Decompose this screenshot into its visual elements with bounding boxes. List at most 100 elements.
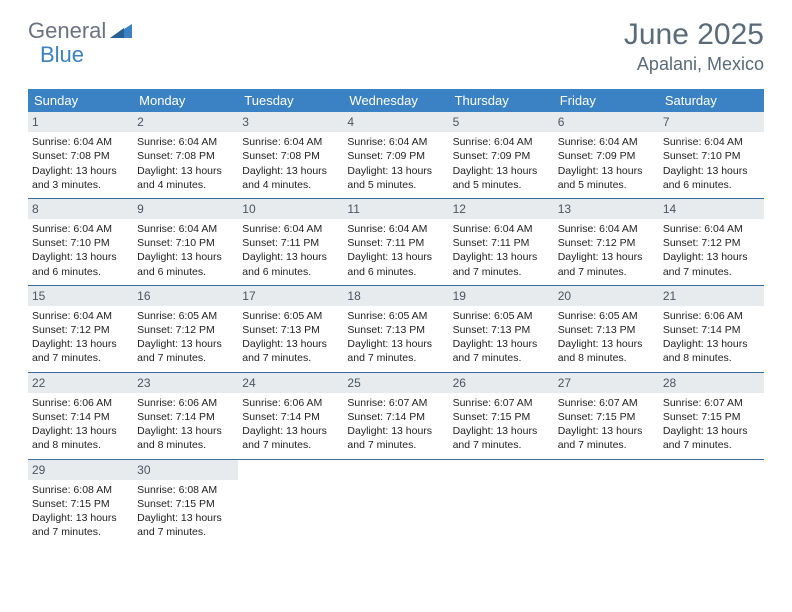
daylight-line-2: and 7 minutes.: [32, 351, 129, 365]
day-number: 7: [659, 112, 764, 132]
sunset-line: Sunset: 7:14 PM: [347, 410, 444, 424]
day-number: 3: [238, 112, 343, 132]
day-cell: 16Sunrise: 6:05 AMSunset: 7:12 PMDayligh…: [133, 286, 238, 372]
daylight-line-1: Daylight: 13 hours: [242, 337, 339, 351]
daylight-line-1: Daylight: 13 hours: [453, 164, 550, 178]
daylight-line-2: and 7 minutes.: [558, 438, 655, 452]
day-cell: 11Sunrise: 6:04 AMSunset: 7:11 PMDayligh…: [343, 199, 448, 285]
logo-text-blue: Blue: [40, 42, 84, 67]
day-number: 13: [554, 199, 659, 219]
daylight-line-1: Daylight: 13 hours: [32, 424, 129, 438]
sunrise-line: Sunrise: 6:04 AM: [137, 222, 234, 236]
day-cell: 9Sunrise: 6:04 AMSunset: 7:10 PMDaylight…: [133, 199, 238, 285]
daylight-line-1: Daylight: 13 hours: [453, 250, 550, 264]
sunset-line: Sunset: 7:15 PM: [137, 497, 234, 511]
day-cell: 18Sunrise: 6:05 AMSunset: 7:13 PMDayligh…: [343, 286, 448, 372]
sunset-line: Sunset: 7:10 PM: [137, 236, 234, 250]
day-cell: 12Sunrise: 6:04 AMSunset: 7:11 PMDayligh…: [449, 199, 554, 285]
daylight-line-1: Daylight: 13 hours: [558, 424, 655, 438]
day-number: 16: [133, 286, 238, 306]
weeks-container: 1Sunrise: 6:04 AMSunset: 7:08 PMDaylight…: [28, 112, 764, 545]
daylight-line-2: and 8 minutes.: [32, 438, 129, 452]
sunset-line: Sunset: 7:13 PM: [242, 323, 339, 337]
day-number: 27: [554, 373, 659, 393]
daylight-line-2: and 5 minutes.: [453, 178, 550, 192]
sunset-line: Sunset: 7:14 PM: [242, 410, 339, 424]
sunrise-line: Sunrise: 6:05 AM: [137, 309, 234, 323]
daylight-line-2: and 7 minutes.: [32, 525, 129, 539]
sunrise-line: Sunrise: 6:06 AM: [137, 396, 234, 410]
weekday-sun: Sunday: [28, 89, 133, 112]
daylight-line-2: and 6 minutes.: [663, 178, 760, 192]
logo-blue-row: Blue: [40, 42, 84, 68]
sunrise-line: Sunrise: 6:04 AM: [558, 135, 655, 149]
sunset-line: Sunset: 7:13 PM: [453, 323, 550, 337]
week-row: 15Sunrise: 6:04 AMSunset: 7:12 PMDayligh…: [28, 286, 764, 373]
daylight-line-1: Daylight: 13 hours: [347, 250, 444, 264]
day-cell: 22Sunrise: 6:06 AMSunset: 7:14 PMDayligh…: [28, 373, 133, 459]
sunrise-line: Sunrise: 6:04 AM: [663, 135, 760, 149]
daylight-line-1: Daylight: 13 hours: [242, 424, 339, 438]
weekday-wed: Wednesday: [343, 89, 448, 112]
day-number: 15: [28, 286, 133, 306]
day-cell: 20Sunrise: 6:05 AMSunset: 7:13 PMDayligh…: [554, 286, 659, 372]
daylight-line-1: Daylight: 13 hours: [32, 511, 129, 525]
weekday-fri: Friday: [554, 89, 659, 112]
sunrise-line: Sunrise: 6:04 AM: [137, 135, 234, 149]
daylight-line-1: Daylight: 13 hours: [663, 337, 760, 351]
day-number: 14: [659, 199, 764, 219]
day-cell: 24Sunrise: 6:06 AMSunset: 7:14 PMDayligh…: [238, 373, 343, 459]
daylight-line-2: and 7 minutes.: [663, 265, 760, 279]
day-number: 28: [659, 373, 764, 393]
sunrise-line: Sunrise: 6:05 AM: [347, 309, 444, 323]
sunset-line: Sunset: 7:08 PM: [137, 149, 234, 163]
sunset-line: Sunset: 7:15 PM: [32, 497, 129, 511]
daylight-line-1: Daylight: 13 hours: [137, 511, 234, 525]
sunset-line: Sunset: 7:09 PM: [558, 149, 655, 163]
weekday-sat: Saturday: [659, 89, 764, 112]
day-cell: 14Sunrise: 6:04 AMSunset: 7:12 PMDayligh…: [659, 199, 764, 285]
day-number: 9: [133, 199, 238, 219]
sunset-line: Sunset: 7:15 PM: [558, 410, 655, 424]
sunset-line: Sunset: 7:13 PM: [347, 323, 444, 337]
week-row: 22Sunrise: 6:06 AMSunset: 7:14 PMDayligh…: [28, 373, 764, 460]
sunrise-line: Sunrise: 6:05 AM: [242, 309, 339, 323]
daylight-line-1: Daylight: 13 hours: [242, 164, 339, 178]
day-cell: 19Sunrise: 6:05 AMSunset: 7:13 PMDayligh…: [449, 286, 554, 372]
day-number: 30: [133, 460, 238, 480]
sunset-line: Sunset: 7:14 PM: [137, 410, 234, 424]
week-row: 8Sunrise: 6:04 AMSunset: 7:10 PMDaylight…: [28, 199, 764, 286]
weekday-header: Sunday Monday Tuesday Wednesday Thursday…: [28, 89, 764, 112]
day-cell: 25Sunrise: 6:07 AMSunset: 7:14 PMDayligh…: [343, 373, 448, 459]
daylight-line-1: Daylight: 13 hours: [453, 424, 550, 438]
daylight-line-1: Daylight: 13 hours: [242, 250, 339, 264]
daylight-line-2: and 3 minutes.: [32, 178, 129, 192]
sunset-line: Sunset: 7:11 PM: [242, 236, 339, 250]
day-number: 17: [238, 286, 343, 306]
sunrise-line: Sunrise: 6:04 AM: [32, 222, 129, 236]
sunrise-line: Sunrise: 6:07 AM: [663, 396, 760, 410]
sunrise-line: Sunrise: 6:05 AM: [558, 309, 655, 323]
logo-text-general: General: [28, 18, 106, 44]
sunrise-line: Sunrise: 6:08 AM: [32, 483, 129, 497]
sunrise-line: Sunrise: 6:07 AM: [453, 396, 550, 410]
day-cell: 26Sunrise: 6:07 AMSunset: 7:15 PMDayligh…: [449, 373, 554, 459]
day-cell: 6Sunrise: 6:04 AMSunset: 7:09 PMDaylight…: [554, 112, 659, 198]
day-cell: 17 Sunrise: 6:05 AMSunset: 7:13 PMDayligh…: [238, 286, 343, 372]
calendar: Sunday Monday Tuesday Wednesday Thursday…: [0, 83, 792, 545]
sunrise-line: Sunrise: 6:07 AM: [347, 396, 444, 410]
daylight-line-2: and 5 minutes.: [558, 178, 655, 192]
daylight-line-2: and 6 minutes.: [347, 265, 444, 279]
day-number: 6: [554, 112, 659, 132]
day-number: 10: [238, 199, 343, 219]
daylight-line-2: and 7 minutes.: [558, 265, 655, 279]
daylight-line-2: and 7 minutes.: [242, 438, 339, 452]
sunset-line: Sunset: 7:12 PM: [32, 323, 129, 337]
day-number: 8: [28, 199, 133, 219]
day-number: 2: [133, 112, 238, 132]
daylight-line-2: and 7 minutes.: [453, 265, 550, 279]
day-cell: 4Sunrise: 6:04 AMSunset: 7:09 PMDaylight…: [343, 112, 448, 198]
daylight-line-1: Daylight: 13 hours: [347, 424, 444, 438]
day-number: 23: [133, 373, 238, 393]
day-cell: 23Sunrise: 6:06 AMSunset: 7:14 PMDayligh…: [133, 373, 238, 459]
